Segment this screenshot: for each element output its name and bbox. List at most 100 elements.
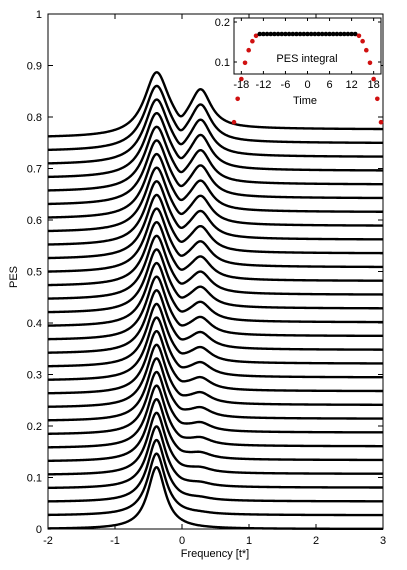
inset-axes: -18 -12 -6 0 6 12 18 0.1 0.2	[215, 17, 381, 91]
main-x-tick-label: -2	[43, 535, 53, 547]
pes-curve	[47, 316, 384, 381]
inset-y-tick-label: 0.2	[215, 17, 230, 29]
main-y-tick-label: 0.9	[27, 61, 42, 73]
pes-curve	[47, 98, 384, 165]
inset-y-tick-label: 0.1	[215, 57, 230, 69]
inset-point	[330, 31, 336, 37]
pes-curve	[47, 111, 384, 179]
inset-point-edge	[235, 96, 240, 102]
inset-point-edge	[231, 119, 237, 125]
inset-point	[334, 31, 340, 37]
main-x-tick-label: 2	[313, 535, 319, 547]
pes-curve	[47, 384, 384, 449]
inset-point-edge	[356, 33, 362, 39]
inset-point	[294, 31, 299, 37]
inset-point-edge	[367, 60, 373, 66]
inset-point-edge	[239, 76, 244, 82]
inset-point	[341, 31, 347, 37]
pes-curve	[47, 425, 384, 490]
inset-point-edge	[242, 60, 248, 66]
pes-curve	[47, 275, 384, 341]
inset-point-edge	[371, 76, 376, 82]
inset-point	[352, 31, 358, 37]
pes-curve	[47, 139, 384, 206]
pes-curve	[47, 357, 384, 422]
pes-curve	[47, 84, 384, 152]
inset-point-edge	[246, 47, 251, 53]
main-x-axis-label: Frequency [t*]	[181, 548, 249, 560]
inset-point-edge	[378, 119, 384, 125]
main-x-tick-label: 0	[179, 535, 185, 547]
main-y-tick-label: 0.3	[27, 370, 42, 382]
inset-plot-frame	[233, 17, 382, 75]
inset-point	[338, 31, 343, 37]
pes-curve	[47, 329, 384, 395]
main-y-tick-label: 0.1	[27, 473, 42, 485]
inset-point	[316, 31, 321, 37]
inset-point	[261, 31, 266, 37]
pes-curve	[47, 302, 384, 368]
main-y-tick-label: 0.2	[27, 421, 42, 433]
inset-point	[268, 31, 274, 37]
pes-curve	[47, 180, 384, 246]
pes-curve	[47, 207, 384, 273]
pes-curve	[47, 166, 384, 233]
inset-point	[312, 31, 318, 37]
inset-point	[272, 31, 277, 37]
inset-x-tick-label: 18	[368, 79, 380, 91]
pes-curve	[47, 221, 384, 287]
pes-curve	[47, 234, 384, 300]
inset-x-tick-label: -6	[281, 79, 291, 91]
inset-point	[323, 31, 329, 37]
pes-curve	[47, 289, 384, 354]
inset-point	[301, 31, 307, 37]
inset-x-tick-label: -12	[255, 79, 271, 91]
inset-x-tick-label: 6	[326, 79, 332, 91]
pes-curve	[47, 152, 384, 219]
inset-point	[275, 31, 281, 37]
main-y-tick-label: 0.6	[27, 215, 42, 227]
pes-curve	[47, 452, 384, 517]
pes-curve	[47, 398, 384, 463]
pes-curve	[47, 370, 384, 435]
inset-point	[257, 31, 263, 37]
pes-curve	[47, 193, 384, 260]
inset-x-tick-label: 0	[304, 79, 310, 91]
inset-point	[349, 31, 354, 37]
inset-point	[279, 31, 285, 37]
inset-point-edge	[364, 47, 369, 53]
pes-curve	[47, 438, 384, 503]
pes-curve	[47, 125, 384, 192]
main-y-tick-label: 0	[36, 524, 42, 536]
inset-x-tick-label: -18	[233, 79, 249, 91]
inset-point	[327, 31, 332, 37]
inset-title: PES integral	[276, 53, 337, 65]
inset-points	[231, 31, 384, 125]
inset-point-edge	[375, 96, 380, 102]
main-y-axis-label: PES	[8, 266, 20, 288]
main-axes: -2 -1 0 1 2 300.10.20.30.40.50.60.70.80.91	[27, 9, 386, 547]
inset-point-edge	[360, 38, 365, 44]
inset-point	[286, 31, 292, 37]
pes-curve	[47, 343, 384, 408]
pes-curve	[47, 248, 384, 314]
inset-point	[319, 31, 325, 37]
main-curves	[47, 71, 384, 531]
pes-curve	[47, 261, 384, 327]
main-y-tick-label: 0.5	[27, 267, 42, 279]
main-y-tick-label: 0.7	[27, 164, 42, 176]
inset-point	[290, 31, 296, 37]
inset-point	[345, 31, 351, 37]
inset-point-edge	[250, 38, 255, 44]
inset-point	[308, 31, 314, 37]
main-y-tick-label: 0.8	[27, 112, 42, 124]
inset-point	[305, 31, 310, 37]
main-y-tick-label: 1	[36, 9, 42, 21]
inset-point	[297, 31, 303, 37]
inset-x-tick-label: 12	[345, 79, 357, 91]
main-x-tick-label: -1	[110, 535, 120, 547]
main-chart: -2 -1 0 1 2 300.10.20.30.40.50.60.70.80.91 Fr…	[8, 9, 386, 560]
inset-x-axis-label: Time	[293, 95, 317, 107]
inset-chart: -18 -12 -6 0 6 12 18 0.1 0.2 PES integral Time	[215, 17, 384, 125]
inset-point	[264, 31, 270, 37]
